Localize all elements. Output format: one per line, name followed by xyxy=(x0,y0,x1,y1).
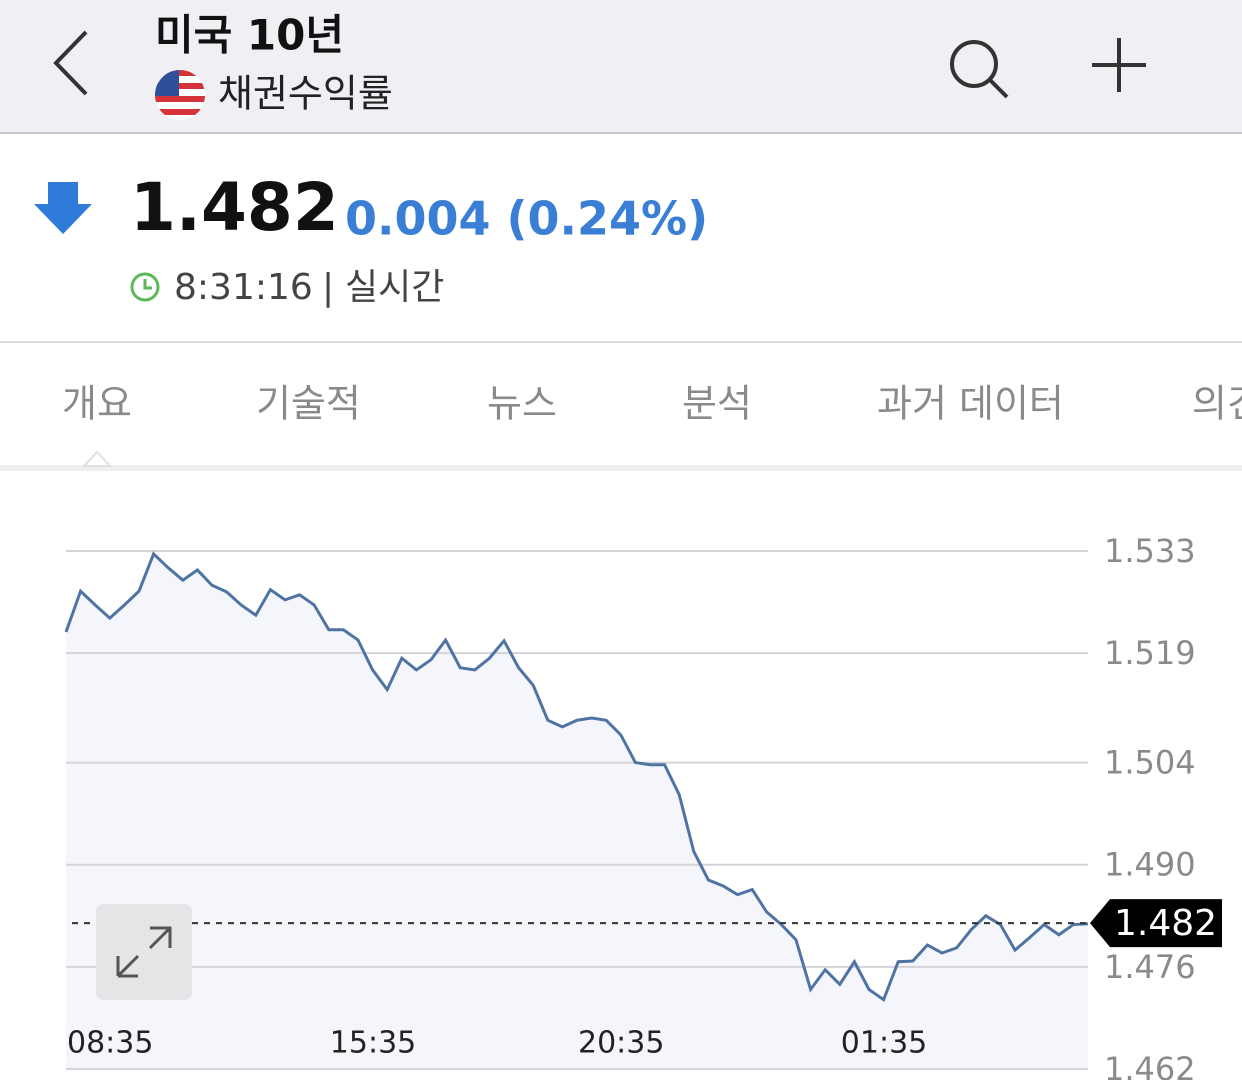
search-button[interactable] xyxy=(950,40,1009,99)
tab[interactable]: 기술적 xyxy=(256,382,361,426)
back-button[interactable] xyxy=(53,30,88,96)
x-tick-label: 01:35 xyxy=(841,1026,927,1061)
tab[interactable]: 분석 xyxy=(682,382,752,426)
current-value: 1.482 xyxy=(1114,903,1217,944)
current-marker xyxy=(1090,899,1222,948)
y-tick-label: 1.519 xyxy=(1104,634,1196,672)
down-arrow xyxy=(34,182,92,234)
x-tick-label: 15:35 xyxy=(330,1026,416,1061)
add-button[interactable] xyxy=(1092,38,1146,92)
quote-time: 8:31:16 xyxy=(174,267,313,308)
header-subtitle: 채권수익률 xyxy=(218,72,393,116)
expand-button[interactable] xyxy=(96,904,192,1000)
us-flag xyxy=(155,70,205,120)
price-line xyxy=(64,551,1089,1003)
y-tick-label: 1.476 xyxy=(1104,948,1196,986)
header-bar xyxy=(0,0,1242,133)
tab-shadow xyxy=(0,465,1242,471)
x-tick-label: 08:35 xyxy=(67,1026,153,1061)
x-tick-label: 20:35 xyxy=(578,1026,664,1061)
tab[interactable]: 뉴스 xyxy=(487,382,557,426)
clock-icon xyxy=(130,272,160,302)
quote-status: 실시간 xyxy=(345,267,444,308)
price: 1.482 xyxy=(130,169,339,246)
price-change: 0.004 (0.24%) xyxy=(345,192,708,246)
plot: 1.462 1.476 1.490 1.504 1.519 1.533 1.482 08:35… xyxy=(64,532,1222,1080)
area-fill xyxy=(66,553,1088,1069)
tab[interactable]: 과거 데이터 xyxy=(877,382,1064,426)
tab[interactable]: 개요 xyxy=(62,382,132,426)
tab-bar: 개요 기술적 뉴스 분석 과거 데이터 의견 xyxy=(62,382,1242,426)
tab[interactable]: 의견 xyxy=(1192,382,1242,426)
tab-indicator xyxy=(81,450,113,467)
header-title: 미국 10년 xyxy=(155,11,344,60)
y-tick-label: 1.533 xyxy=(1104,532,1196,570)
y-tick-label: 1.490 xyxy=(1104,846,1196,884)
separator: | xyxy=(322,267,334,308)
expand-icon xyxy=(116,926,172,978)
y-tick-label: 1.504 xyxy=(1104,744,1196,782)
y-tick-label: 1.462 xyxy=(1104,1050,1196,1080)
